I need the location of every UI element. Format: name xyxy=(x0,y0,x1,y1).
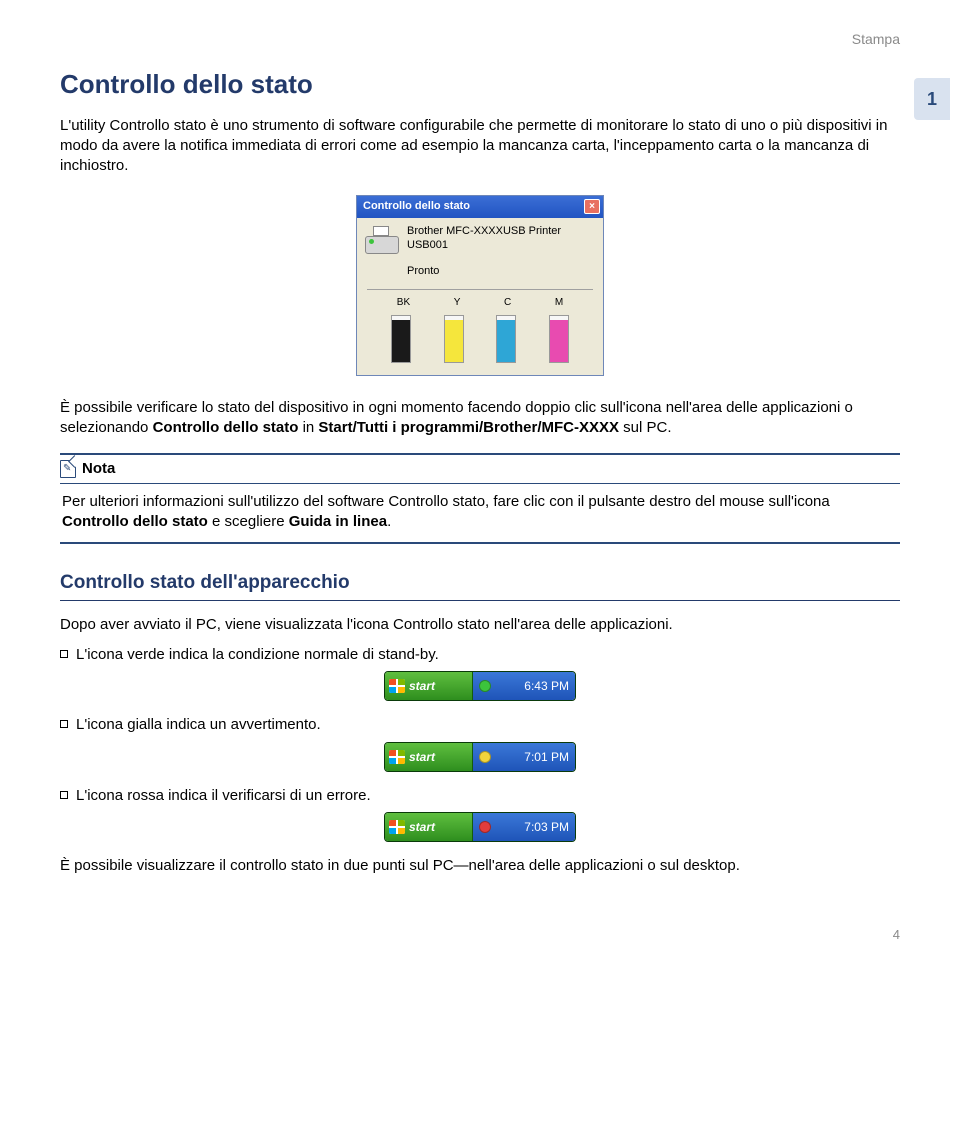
printer-line2: USB001 xyxy=(407,238,561,252)
ink-label: BK xyxy=(397,296,410,310)
printer-icon xyxy=(365,226,399,254)
note-text: Per ulteriori informazioni sull'utilizzo… xyxy=(60,492,900,533)
start-label: start xyxy=(409,678,435,694)
taskbar-sample: start 7:01 PM xyxy=(384,742,576,772)
windows-flag-icon xyxy=(389,820,405,834)
note-icon xyxy=(60,460,76,478)
status-tray-icon[interactable] xyxy=(479,751,491,763)
subheading: Controllo stato dell'apparecchio xyxy=(60,570,900,601)
ink-level-bar xyxy=(391,315,411,363)
final-paragraph: È possibile visualizzare il controllo st… xyxy=(60,856,900,876)
note-mid: e scegliere xyxy=(208,513,289,530)
taskbar-sample: start 7:03 PM xyxy=(384,812,576,842)
tray-clock: 6:43 PM xyxy=(524,678,569,694)
intro-paragraph: L'utility Controllo stato è uno strument… xyxy=(60,116,900,177)
note-title: Nota xyxy=(82,459,115,479)
bullet-square-icon xyxy=(60,650,68,658)
list-item: L'icona rossa indica il verificarsi di u… xyxy=(60,786,900,806)
page-number: 4 xyxy=(60,926,900,944)
p2-post: sul PC. xyxy=(619,419,672,436)
ink-label: Y xyxy=(454,296,461,310)
list-item-text: L'icona gialla indica un avvertimento. xyxy=(76,715,321,735)
start-button[interactable]: start xyxy=(385,813,473,841)
printer-name: Brother MFC-XXXXUSB Printer USB001 xyxy=(407,224,561,253)
start-button[interactable]: start xyxy=(385,672,473,700)
start-button[interactable]: start xyxy=(385,743,473,771)
note-box: Nota Per ulteriori informazioni sull'uti… xyxy=(60,453,900,545)
after-subhead-paragraph: Dopo aver avviato il PC, viene visualizz… xyxy=(60,615,900,635)
windows-flag-icon xyxy=(389,750,405,764)
tray-clock: 7:03 PM xyxy=(524,819,569,835)
page-title: Controllo dello stato xyxy=(60,67,900,102)
start-label: start xyxy=(409,749,435,765)
note-b1: Controllo dello stato xyxy=(62,513,208,530)
p2-b2: Start/Tutti i programmi/Brother/MFC-XXXX xyxy=(318,419,619,436)
p2-b1: Controllo dello stato xyxy=(153,419,299,436)
ink-level-bar xyxy=(496,315,516,363)
printer-status: Pronto xyxy=(407,264,595,279)
list-item-text: L'icona verde indica la condizione norma… xyxy=(76,645,439,665)
bullet-square-icon xyxy=(60,720,68,728)
header-section: Stampa xyxy=(60,30,900,49)
note-pre: Per ulteriori informazioni sull'utilizzo… xyxy=(62,493,830,510)
bullet-square-icon xyxy=(60,791,68,799)
ink-level-bar xyxy=(444,315,464,363)
ink-label: C xyxy=(504,296,511,310)
ink-labels-row: BK Y C M xyxy=(365,296,595,310)
list-item: L'icona verde indica la condizione norma… xyxy=(60,645,900,665)
note-b2: Guida in linea xyxy=(289,513,387,530)
system-tray: 7:01 PM xyxy=(473,743,575,771)
list-item-text: L'icona rossa indica il verificarsi di u… xyxy=(76,786,371,806)
ink-bars-row xyxy=(365,309,595,365)
paragraph-2: È possibile verificare lo stato del disp… xyxy=(60,398,900,439)
status-tray-icon[interactable] xyxy=(479,680,491,692)
chapter-tab: 1 xyxy=(914,78,950,120)
status-window-title: Controllo dello stato xyxy=(363,199,470,214)
system-tray: 7:03 PM xyxy=(473,813,575,841)
close-icon[interactable]: × xyxy=(584,199,600,214)
ink-level-bar xyxy=(549,315,569,363)
status-titlebar: Controllo dello stato × xyxy=(357,196,603,218)
taskbar-sample: start 6:43 PM xyxy=(384,671,576,701)
status-tray-icon[interactable] xyxy=(479,821,491,833)
tray-clock: 7:01 PM xyxy=(524,749,569,765)
printer-line1: Brother MFC-XXXXUSB Printer xyxy=(407,224,561,238)
start-label: start xyxy=(409,819,435,835)
ink-label: M xyxy=(555,296,563,310)
windows-flag-icon xyxy=(389,679,405,693)
system-tray: 6:43 PM xyxy=(473,672,575,700)
list-item: L'icona gialla indica un avvertimento. xyxy=(60,715,900,735)
status-monitor-window: Controllo dello stato × Brother MFC-XXXX… xyxy=(356,195,604,376)
p2-mid: in xyxy=(298,419,318,436)
note-post: . xyxy=(387,513,391,530)
